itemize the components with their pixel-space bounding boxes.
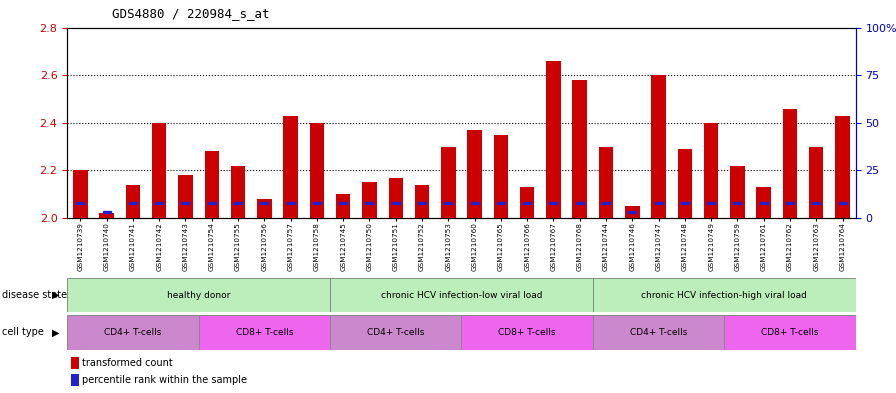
Bar <box>497 202 504 204</box>
Bar <box>71 374 79 386</box>
Text: ▶: ▶ <box>52 290 59 300</box>
Bar <box>125 185 140 218</box>
Bar <box>707 202 715 204</box>
Bar <box>362 182 376 218</box>
Bar <box>152 123 167 218</box>
Bar <box>681 202 689 204</box>
Bar <box>651 75 666 218</box>
Bar <box>520 187 534 218</box>
Bar <box>468 130 482 218</box>
Bar <box>366 202 374 204</box>
Bar <box>415 185 429 218</box>
Text: cell type: cell type <box>2 327 44 338</box>
Bar <box>760 202 768 204</box>
Text: percentile rank within the sample: percentile rank within the sample <box>82 375 247 385</box>
Text: CD4+ T-cells: CD4+ T-cells <box>630 328 687 337</box>
Bar <box>593 315 724 350</box>
Bar <box>523 202 531 204</box>
Bar <box>549 202 557 204</box>
Bar <box>261 202 268 204</box>
Bar <box>441 147 455 218</box>
Bar <box>599 147 613 218</box>
Text: transformed count: transformed count <box>82 358 173 368</box>
Bar <box>625 206 640 218</box>
Text: disease state: disease state <box>2 290 67 300</box>
Bar <box>783 108 797 218</box>
Bar <box>71 357 79 369</box>
Bar <box>444 202 452 204</box>
Bar <box>677 149 692 218</box>
Text: CD8+ T-cells: CD8+ T-cells <box>236 328 293 337</box>
Bar <box>182 202 189 204</box>
Bar <box>67 315 199 350</box>
Bar <box>234 202 242 204</box>
Bar <box>756 187 771 218</box>
Bar <box>494 135 508 218</box>
Text: CD8+ T-cells: CD8+ T-cells <box>498 328 556 337</box>
Bar <box>786 202 794 204</box>
Bar <box>208 202 216 204</box>
Bar <box>576 202 583 204</box>
Bar <box>231 166 246 218</box>
Bar <box>199 315 330 350</box>
Bar <box>734 202 741 204</box>
Bar <box>204 151 219 218</box>
Bar <box>283 116 297 218</box>
Bar <box>340 202 347 204</box>
Bar <box>704 123 719 218</box>
Text: chronic HCV infection-high viral load: chronic HCV infection-high viral load <box>642 291 807 299</box>
Bar <box>73 171 88 218</box>
Text: CD8+ T-cells: CD8+ T-cells <box>762 328 819 337</box>
Bar <box>602 202 610 204</box>
Text: healthy donor: healthy donor <box>167 291 230 299</box>
Bar <box>724 315 856 350</box>
Bar <box>67 278 330 312</box>
Bar <box>99 213 114 218</box>
Bar <box>813 202 820 204</box>
Bar <box>655 202 662 204</box>
Bar <box>593 278 856 312</box>
Bar <box>313 202 321 204</box>
Bar <box>178 175 193 218</box>
Bar <box>461 315 593 350</box>
Bar <box>418 202 426 204</box>
Bar <box>257 199 271 218</box>
Bar <box>155 202 163 204</box>
Bar <box>470 202 478 204</box>
Bar <box>839 202 847 204</box>
Bar <box>76 202 84 204</box>
Bar <box>835 116 849 218</box>
Bar <box>628 211 636 213</box>
Text: chronic HCV infection-low viral load: chronic HCV infection-low viral load <box>381 291 542 299</box>
Bar <box>310 123 324 218</box>
Text: CD4+ T-cells: CD4+ T-cells <box>104 328 161 337</box>
Bar <box>129 202 137 204</box>
Text: ▶: ▶ <box>52 327 59 338</box>
Bar <box>389 178 403 218</box>
Bar <box>330 315 461 350</box>
Bar <box>330 278 593 312</box>
Bar <box>392 202 400 204</box>
Bar <box>730 166 745 218</box>
Bar <box>809 147 823 218</box>
Bar <box>287 202 295 204</box>
Text: GDS4880 / 220984_s_at: GDS4880 / 220984_s_at <box>112 7 270 20</box>
Bar <box>573 80 587 218</box>
Bar <box>547 61 561 218</box>
Bar <box>103 211 110 213</box>
Text: CD4+ T-cells: CD4+ T-cells <box>367 328 425 337</box>
Bar <box>336 194 350 218</box>
